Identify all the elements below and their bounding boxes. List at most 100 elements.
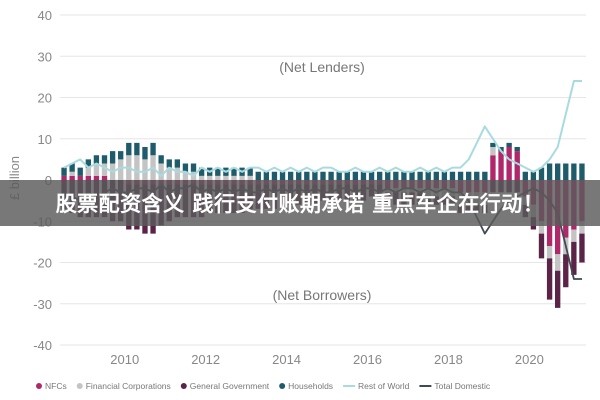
- legend-swatch: [76, 383, 83, 389]
- bar-segment-households: [376, 171, 383, 180]
- x-tick-label: 2014: [272, 352, 301, 367]
- x-tick-label: 2012: [191, 352, 220, 367]
- legend-item: Households: [279, 381, 333, 391]
- bar-segment-financial: [158, 163, 164, 180]
- bar-segment-households: [555, 163, 561, 180]
- bar-segment-households: [336, 171, 342, 180]
- bar-segment-financial: [215, 175, 221, 180]
- bar-segment-households: [538, 167, 545, 180]
- x-tick-labels: 2010 2012 2014 2016 2018 2020: [110, 352, 544, 367]
- bar-segment-households: [425, 171, 431, 180]
- legend-label: Households: [288, 381, 333, 391]
- bar-segment-financial: [118, 159, 124, 180]
- bar-segment-households: [296, 171, 302, 180]
- bar-segment-nfcs: [506, 147, 512, 180]
- bar-segment-households: [263, 171, 270, 180]
- legend-swatch: [279, 383, 286, 389]
- bar-segment-households: [118, 151, 124, 160]
- bar-segment-households: [312, 171, 318, 180]
- bar-segment-households: [563, 163, 569, 180]
- y-tick-label: 10: [38, 132, 52, 147]
- bar-segment-households: [474, 171, 480, 180]
- bar-segment-financial: [142, 159, 148, 180]
- bar-segment-households: [482, 171, 488, 180]
- bar-segment-financial: [93, 163, 100, 176]
- bar-segment-households: [571, 163, 577, 180]
- bar-segment-households: [69, 163, 75, 172]
- y-tick-label: 20: [38, 91, 52, 106]
- bar-segment-financial: [579, 221, 585, 234]
- bar-segment-households: [320, 171, 326, 180]
- x-tick-label: 2020: [515, 352, 544, 367]
- bar-segment-households: [506, 142, 512, 147]
- bar-segment-households: [182, 163, 189, 172]
- bar-segment-households: [530, 171, 537, 180]
- bar-segment-households: [85, 159, 91, 168]
- line-rest_of_world: [63, 80, 582, 177]
- bar-segment-households: [360, 171, 367, 180]
- bar-segment-households: [174, 159, 181, 168]
- bar-segment-government: [546, 258, 553, 300]
- legend-item: Total Domestic: [419, 381, 491, 391]
- legend-item: NFCs: [36, 381, 67, 391]
- bar-segment-nfcs: [498, 151, 504, 180]
- bar-segment-households: [352, 171, 359, 180]
- bar-segment-households: [287, 171, 294, 180]
- bar-segment-households: [190, 163, 197, 172]
- y-tick-label: 40: [38, 8, 52, 23]
- bar-segment-financial: [207, 175, 213, 180]
- bar-segment-households: [465, 171, 472, 180]
- x-tick-label: 2010: [110, 352, 139, 367]
- bar-segment-households: [61, 167, 67, 176]
- bar-segment-households: [344, 171, 350, 180]
- bar-segment-nfcs: [77, 175, 83, 180]
- bar-segment-households: [304, 171, 310, 180]
- bar-segment-households: [328, 171, 334, 180]
- bar-segment-financial: [85, 167, 91, 176]
- bar-segment-households: [271, 171, 278, 180]
- y-tick-label: -40: [33, 338, 52, 353]
- y-tick-label: 30: [38, 49, 52, 64]
- bar-segment-households: [522, 171, 528, 180]
- bar-segment-government: [555, 270, 561, 308]
- legend-label: Total Domestic: [434, 381, 490, 391]
- y-tick-label: -30: [33, 297, 52, 312]
- bar-segment-households: [109, 151, 116, 164]
- bar-segment-households: [158, 155, 164, 164]
- bar-segment-nfcs: [514, 151, 520, 180]
- legend-swatch: [36, 383, 42, 389]
- bar-segment-nfcs: [101, 175, 108, 180]
- bar-segment-government: [579, 233, 585, 263]
- bar-segment-nfcs: [93, 175, 100, 180]
- bar-segment-financial: [571, 229, 577, 242]
- bar-segment-financial: [166, 167, 172, 180]
- x-tick-label: 2018: [434, 352, 463, 367]
- x-tick-label: 2016: [353, 352, 382, 367]
- bar-segment-government: [563, 254, 569, 288]
- bar-segment-households: [93, 155, 100, 164]
- bar-segment-households: [279, 171, 286, 180]
- bar-segment-households: [579, 163, 585, 180]
- legend-item: Financial Corporations: [76, 381, 171, 391]
- bar-segment-nfcs: [490, 155, 496, 180]
- legend-label: Rest of World: [358, 381, 410, 391]
- bar-segment-households: [215, 167, 221, 176]
- bar-segment-households: [433, 171, 439, 180]
- bar-segment-financial: [223, 175, 229, 180]
- bar-segment-households: [77, 167, 83, 176]
- bar-segment-households: [393, 171, 399, 180]
- bar-segment-financial: [101, 163, 108, 176]
- bar-segment-households: [126, 142, 132, 156]
- bar-segment-financial: [174, 167, 181, 180]
- bar-segment-households: [198, 167, 205, 176]
- bar-segment-households: [255, 171, 261, 180]
- legend-label: General Government: [190, 381, 270, 391]
- legend-swatch: [180, 383, 187, 389]
- bar-segment-financial: [69, 171, 75, 176]
- bar-segment-households: [546, 163, 553, 180]
- bar-segment-households: [134, 142, 140, 156]
- bar-segment-financial: [231, 175, 237, 180]
- bar-segment-households: [449, 171, 456, 180]
- net-borrowers-annotation: (Net Borrowers): [273, 287, 372, 303]
